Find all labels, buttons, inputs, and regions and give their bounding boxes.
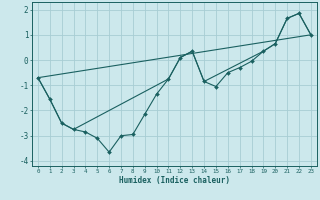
X-axis label: Humidex (Indice chaleur): Humidex (Indice chaleur): [119, 176, 230, 185]
